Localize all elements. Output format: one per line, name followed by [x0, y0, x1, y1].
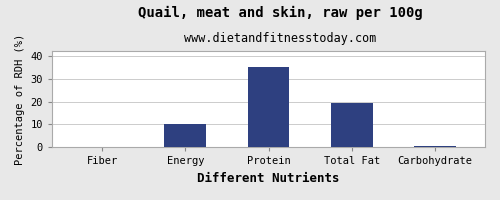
Bar — [331, 103, 372, 147]
Bar — [248, 67, 290, 147]
Bar — [414, 146, 456, 147]
Bar — [164, 124, 206, 147]
Y-axis label: Percentage of RDH (%): Percentage of RDH (%) — [15, 34, 25, 165]
Text: www.dietandfitnesstoday.com: www.dietandfitnesstoday.com — [184, 32, 376, 45]
Text: Quail, meat and skin, raw per 100g: Quail, meat and skin, raw per 100g — [138, 6, 422, 20]
X-axis label: Different Nutrients: Different Nutrients — [198, 172, 340, 185]
